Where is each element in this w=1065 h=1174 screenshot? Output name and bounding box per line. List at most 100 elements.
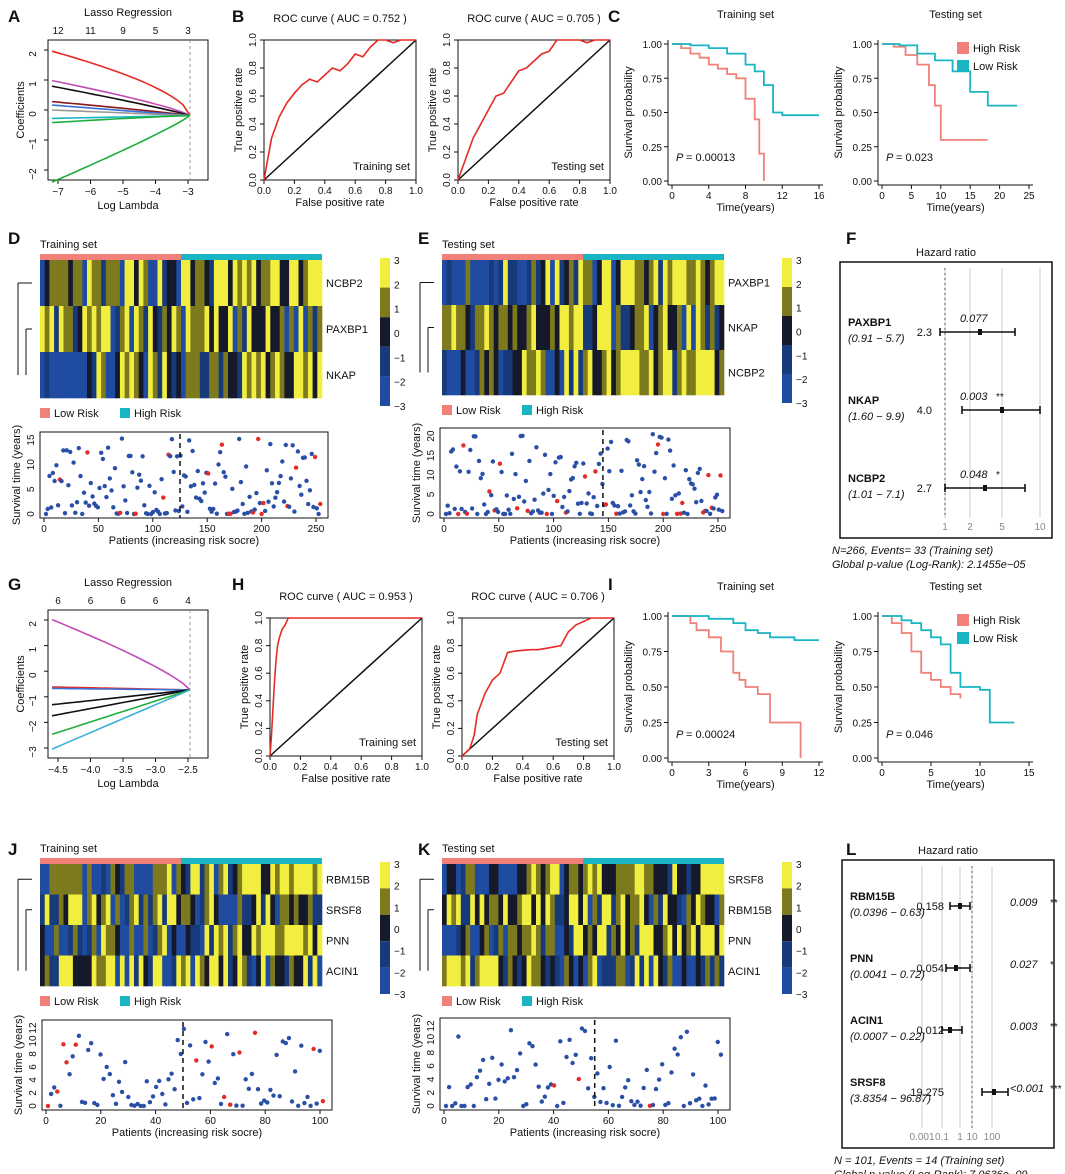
heat-k-cell [611,925,617,956]
heat-j-cell [246,864,252,895]
scatter-e-point [539,510,544,515]
km-i-test-x-tick: 15 [1023,768,1035,779]
heat-e-cell [653,350,659,396]
scatter-j-point [314,1101,319,1106]
km-c-train-y-tick: 0.00 [643,177,663,188]
scatter-d-point [137,472,142,477]
heat-d-cell [279,260,285,307]
heat-d-cell [82,306,88,353]
heat-d-cell [275,352,280,399]
forest-l-footer2: Global p-value (Log-Rank): 7.0636e−09 [834,1169,1028,1174]
km-i-train-pvalue: = 0.00024 [686,729,735,741]
heat-k-cell [597,864,603,895]
heat-j-legend-key [40,996,50,1006]
heat-d-scale-swatch [380,287,390,318]
heat-j-cell [275,925,280,956]
heat-k-cell [568,955,574,987]
scatter-e-point [683,468,688,473]
heat-j-cell [72,864,78,895]
heat-d-cell [246,306,252,353]
heat-d-cell [115,260,121,307]
heat-j-cell [218,864,224,895]
scatter-e-point [513,471,518,477]
scatter-j-y-tick: 2 [28,1090,39,1096]
heat-j-cell [54,955,60,987]
lasso-top-coef-path [51,79,191,117]
heat-k-scale-swatch [782,941,792,968]
heat-d-cell [293,306,299,353]
km-c-test-y-tick: 0.00 [853,177,873,188]
heat-d-cell [129,352,135,399]
scatter-j-point [113,1101,119,1107]
heat-j-cell [72,955,78,987]
heat-j-cell [204,925,210,956]
heat-e-cell [611,350,617,396]
km-c-train-pvalue: = 0.00013 [686,152,735,164]
scatter-e-point [716,507,721,512]
heat-e-cell [489,260,494,306]
scatter-d-point [73,510,78,515]
scatter-d-point [219,442,225,447]
scatter-d-point [168,454,173,459]
heat-j-cell [317,894,323,926]
scatter-j-point [249,1071,255,1077]
scatter-d-point [237,436,242,442]
scatter-d-point [287,504,292,509]
roc-h-train-title: ROC curve ( AUC = 0.953 ) [279,591,413,603]
scatter-d-point [152,490,157,495]
heat-d-cell [275,306,280,353]
heat-j-cell [270,864,276,895]
lasso-top-top-tick: 12 [52,26,64,37]
scatter-e-point [667,448,673,453]
scatter-d-point [118,510,123,515]
scatter-j-point [225,1031,230,1037]
km-c-train-curve-high [672,43,765,181]
heat-e-cell [489,350,494,396]
scatter-k-point [564,1054,569,1060]
forest-f-hr: 4.0 [917,405,932,417]
heat-k-cell [526,894,532,926]
scatter-e-point [577,511,582,516]
heat-e-cell [653,305,659,351]
scatter-d-point [61,448,66,453]
heat-k-cell [446,955,452,987]
heat-k-cell [634,925,640,956]
heat-k-cell [615,955,621,987]
scatter-e-point [595,503,600,509]
heat-k-cell [493,894,499,926]
scatter-k-point [681,1103,686,1109]
forest-l-ci: (3.8354 − 96.87) [850,1093,931,1105]
heat-k-cell [536,955,541,987]
scatter-e-point [614,511,619,516]
scatter-e-point [570,475,575,481]
heat-k-cell [474,894,480,926]
heat-e-cell [545,260,551,306]
heat-j-cell [199,925,205,956]
scatter-e-x-tick: 0 [441,524,447,535]
heat-e-cell [611,260,617,306]
heat-e-cell [644,260,650,306]
heat-j-cell [40,925,45,956]
heat-d-cell [166,260,172,307]
forest-l-pvalue: <0.001 [1010,1083,1044,1095]
heat-e-cell [479,305,485,351]
panel-label-h: H [232,575,244,594]
heat-k-cell [531,955,537,987]
scatter-k-point [555,1103,560,1109]
forest-f-pvalue: 0.048 [960,469,988,481]
km-c-train-p-letter: P [676,152,684,164]
scatter-e-point [617,511,622,516]
scatter-e-x-tick: 100 [545,524,562,535]
heat-d-cell [176,352,182,399]
scatter-e-point [655,442,661,447]
panel-label-b: B [232,7,244,26]
km-i-test-y-tick: 0.50 [853,683,873,694]
heat-e-cell [503,350,509,396]
scatter-d-point [235,508,240,513]
heat-k-cell [573,894,579,926]
scatter-e-point [475,511,480,517]
heat-e-scale-swatch [782,345,792,374]
scatter-k-point [505,1076,510,1081]
heat-k-cell [493,955,499,987]
heat-k-cell [714,955,720,987]
